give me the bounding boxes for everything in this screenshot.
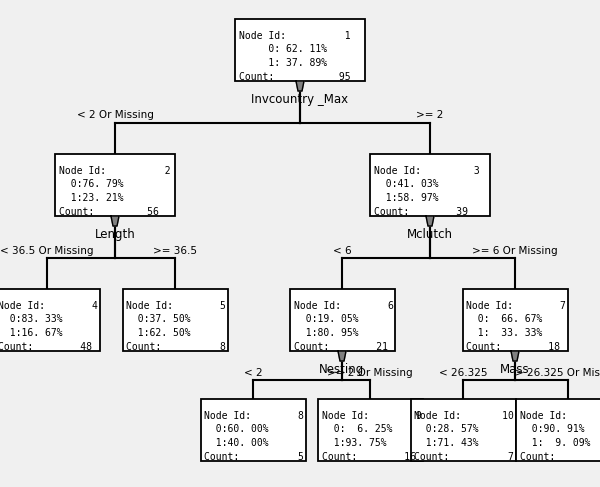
Text: Node Id:        9: Node Id: 9 xyxy=(322,411,421,421)
Text: < 2: < 2 xyxy=(244,368,262,378)
Text: 0: 62. 11%: 0: 62. 11% xyxy=(239,44,327,55)
FancyBboxPatch shape xyxy=(370,154,490,216)
Text: < 6: < 6 xyxy=(332,245,352,256)
Text: Node Id:        8: Node Id: 8 xyxy=(205,411,304,421)
Text: < 36.5 Or Missing: < 36.5 Or Missing xyxy=(0,245,94,256)
Text: 0:28. 57%: 0:28. 57% xyxy=(415,425,479,434)
Text: Count:        21: Count: 21 xyxy=(293,342,388,352)
FancyBboxPatch shape xyxy=(290,289,395,351)
Text: < 2 Or Missing: < 2 Or Missing xyxy=(77,111,154,120)
Text: 1:93. 75%: 1:93. 75% xyxy=(322,438,386,448)
Text: Node Id:        7: Node Id: 7 xyxy=(467,300,566,311)
Text: 1:16. 67%: 1:16. 67% xyxy=(0,328,63,338)
Text: >= 2: >= 2 xyxy=(416,111,443,120)
Text: Node Id:       10: Node Id: 10 xyxy=(415,411,514,421)
FancyBboxPatch shape xyxy=(463,289,568,351)
Text: >= 36.5: >= 36.5 xyxy=(153,245,197,256)
Text: 1:40. 00%: 1:40. 00% xyxy=(205,438,269,448)
Text: Count:        11: Count: 11 xyxy=(520,452,600,462)
Text: 1:  9. 09%: 1: 9. 09% xyxy=(520,438,590,448)
Text: Mclutch: Mclutch xyxy=(407,228,453,241)
Text: Count:          5: Count: 5 xyxy=(205,452,304,462)
Text: Node Id:        6: Node Id: 6 xyxy=(293,300,394,311)
Text: Node Id:       11: Node Id: 11 xyxy=(520,411,600,421)
Text: 1:58. 97%: 1:58. 97% xyxy=(374,193,439,203)
Polygon shape xyxy=(111,216,119,226)
Text: 0:19. 05%: 0:19. 05% xyxy=(293,315,358,324)
Text: 1:23. 21%: 1:23. 21% xyxy=(59,193,124,203)
Text: 0:90. 91%: 0:90. 91% xyxy=(520,425,584,434)
Text: Node Id:         3: Node Id: 3 xyxy=(374,166,480,176)
FancyBboxPatch shape xyxy=(122,289,227,351)
Text: 0:76. 79%: 0:76. 79% xyxy=(59,180,124,189)
Text: Invcountry _Max: Invcountry _Max xyxy=(251,93,349,106)
Text: Count:        18: Count: 18 xyxy=(467,342,560,352)
Polygon shape xyxy=(426,216,434,226)
Text: 0:83. 33%: 0:83. 33% xyxy=(0,315,63,324)
FancyBboxPatch shape xyxy=(200,399,305,461)
Text: 1:80. 95%: 1:80. 95% xyxy=(293,328,358,338)
FancyBboxPatch shape xyxy=(0,289,100,351)
Text: < 26.325: < 26.325 xyxy=(439,368,487,378)
Text: Nesting: Nesting xyxy=(319,363,365,376)
Text: Node Id:        4: Node Id: 4 xyxy=(0,300,98,311)
Text: Node Id:          1: Node Id: 1 xyxy=(239,31,350,41)
Text: 0:60. 00%: 0:60. 00% xyxy=(205,425,269,434)
FancyBboxPatch shape xyxy=(410,399,515,461)
FancyBboxPatch shape xyxy=(235,19,365,81)
Text: Count:        39: Count: 39 xyxy=(374,207,468,217)
Text: Node Id:          2: Node Id: 2 xyxy=(59,166,170,176)
Text: Node Id:        5: Node Id: 5 xyxy=(127,300,226,311)
Text: 0:  66. 67%: 0: 66. 67% xyxy=(467,315,543,324)
Text: 0:37. 50%: 0:37. 50% xyxy=(127,315,191,324)
Text: 0:  6. 25%: 0: 6. 25% xyxy=(322,425,392,434)
Text: >= 2 Or Missing: >= 2 Or Missing xyxy=(327,368,413,378)
Text: Count:        16: Count: 16 xyxy=(322,452,415,462)
Text: >= 6 Or Missing: >= 6 Or Missing xyxy=(472,245,558,256)
Polygon shape xyxy=(338,351,346,361)
Text: Count:           95: Count: 95 xyxy=(239,72,350,82)
Text: Count:          8: Count: 8 xyxy=(127,342,226,352)
Polygon shape xyxy=(511,351,519,361)
Text: 1:71. 43%: 1:71. 43% xyxy=(415,438,479,448)
Text: Count:         56: Count: 56 xyxy=(59,207,159,217)
Text: Mass: Mass xyxy=(500,363,530,376)
Text: Length: Length xyxy=(95,228,136,241)
Polygon shape xyxy=(296,81,304,91)
Text: 1:  33. 33%: 1: 33. 33% xyxy=(467,328,543,338)
Text: Count:        48: Count: 48 xyxy=(0,342,92,352)
Text: 1:62. 50%: 1:62. 50% xyxy=(127,328,191,338)
Text: 1: 37. 89%: 1: 37. 89% xyxy=(239,58,327,68)
FancyBboxPatch shape xyxy=(515,399,600,461)
FancyBboxPatch shape xyxy=(317,399,422,461)
Text: 0:41. 03%: 0:41. 03% xyxy=(374,180,439,189)
Text: Count:          7: Count: 7 xyxy=(415,452,514,462)
FancyBboxPatch shape xyxy=(55,154,175,216)
Text: > 26.325 Or Missing: > 26.325 Or Missing xyxy=(515,368,600,378)
